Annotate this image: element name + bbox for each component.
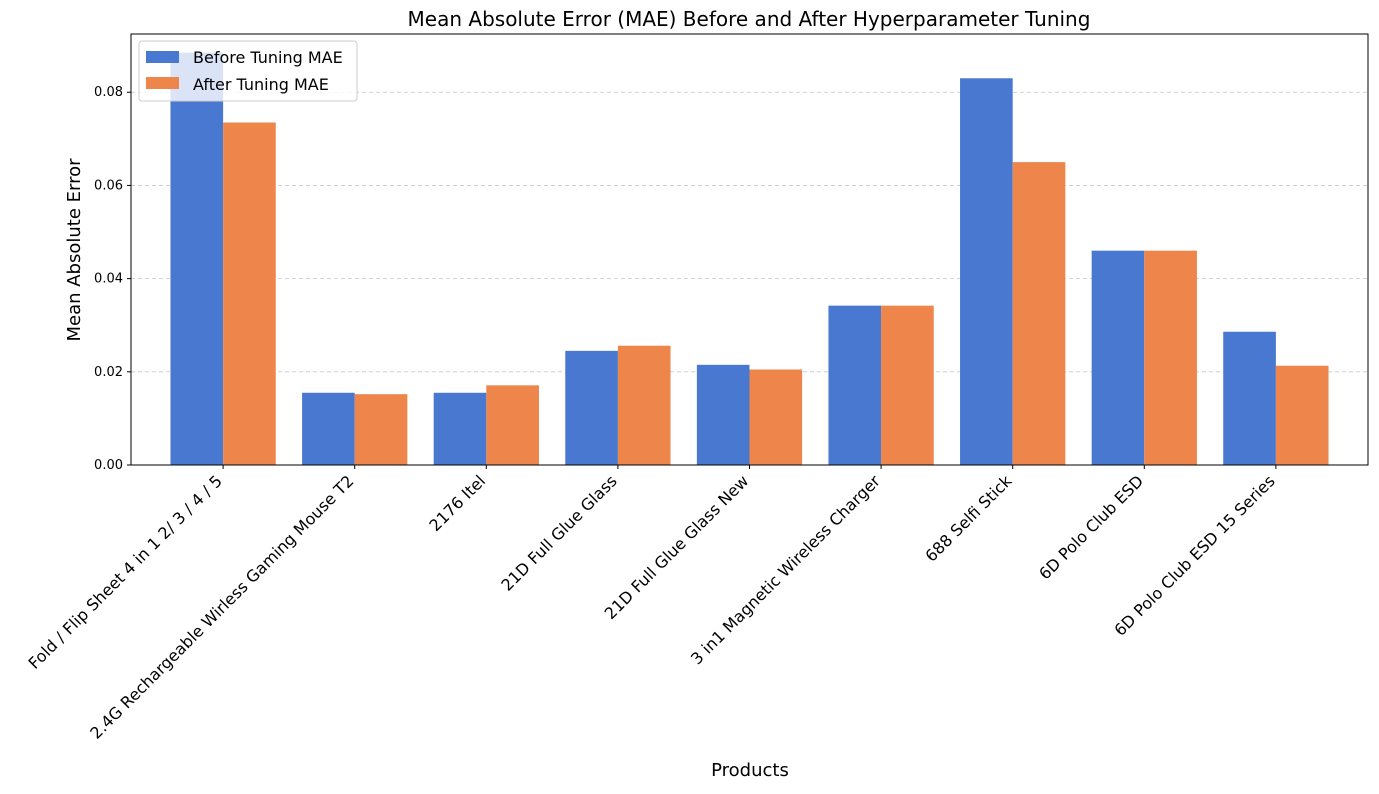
- bar-after: [354, 394, 408, 465]
- bar-after: [617, 345, 671, 465]
- y-tick-label: 0.02: [94, 365, 123, 380]
- bar-after: [749, 369, 803, 465]
- bar-before: [828, 305, 882, 465]
- y-tick-label: 0.04: [94, 272, 123, 287]
- legend-swatch-before: [146, 51, 179, 63]
- legend-label-after: After Tuning MAE: [193, 75, 329, 94]
- legend: Before Tuning MAE After Tuning MAE: [138, 40, 358, 102]
- bar-after: [1144, 250, 1197, 465]
- bar-after: [881, 305, 934, 465]
- legend-label-before: Before Tuning MAE: [193, 48, 343, 67]
- y-axis-ticks: 0.00 0.02 0.04 0.06 0.08: [94, 85, 131, 473]
- chart-title: Mean Absolute Error (MAE) Before and Aft…: [408, 7, 1091, 31]
- y-tick-label: 0.08: [94, 85, 123, 100]
- bar-before: [565, 350, 618, 465]
- bar-before: [1091, 250, 1145, 465]
- bar-after: [1275, 365, 1329, 465]
- bar-before: [433, 392, 487, 465]
- legend-swatch-after: [146, 77, 179, 89]
- legend-box: [138, 40, 358, 102]
- bar-before: [696, 364, 750, 465]
- bar-before: [1223, 331, 1276, 465]
- y-tick-label: 0.00: [94, 458, 123, 473]
- bar-after: [223, 122, 276, 466]
- bar-after: [1012, 162, 1066, 465]
- x-axis-label: Products: [711, 760, 789, 781]
- y-tick-label: 0.06: [94, 178, 123, 193]
- y-axis-label: Mean Absolute Error: [64, 158, 85, 342]
- bar-before: [960, 78, 1013, 465]
- bar-before: [302, 392, 355, 465]
- bar-after: [486, 385, 539, 465]
- bars: [170, 52, 1329, 466]
- bar-before: [170, 52, 224, 465]
